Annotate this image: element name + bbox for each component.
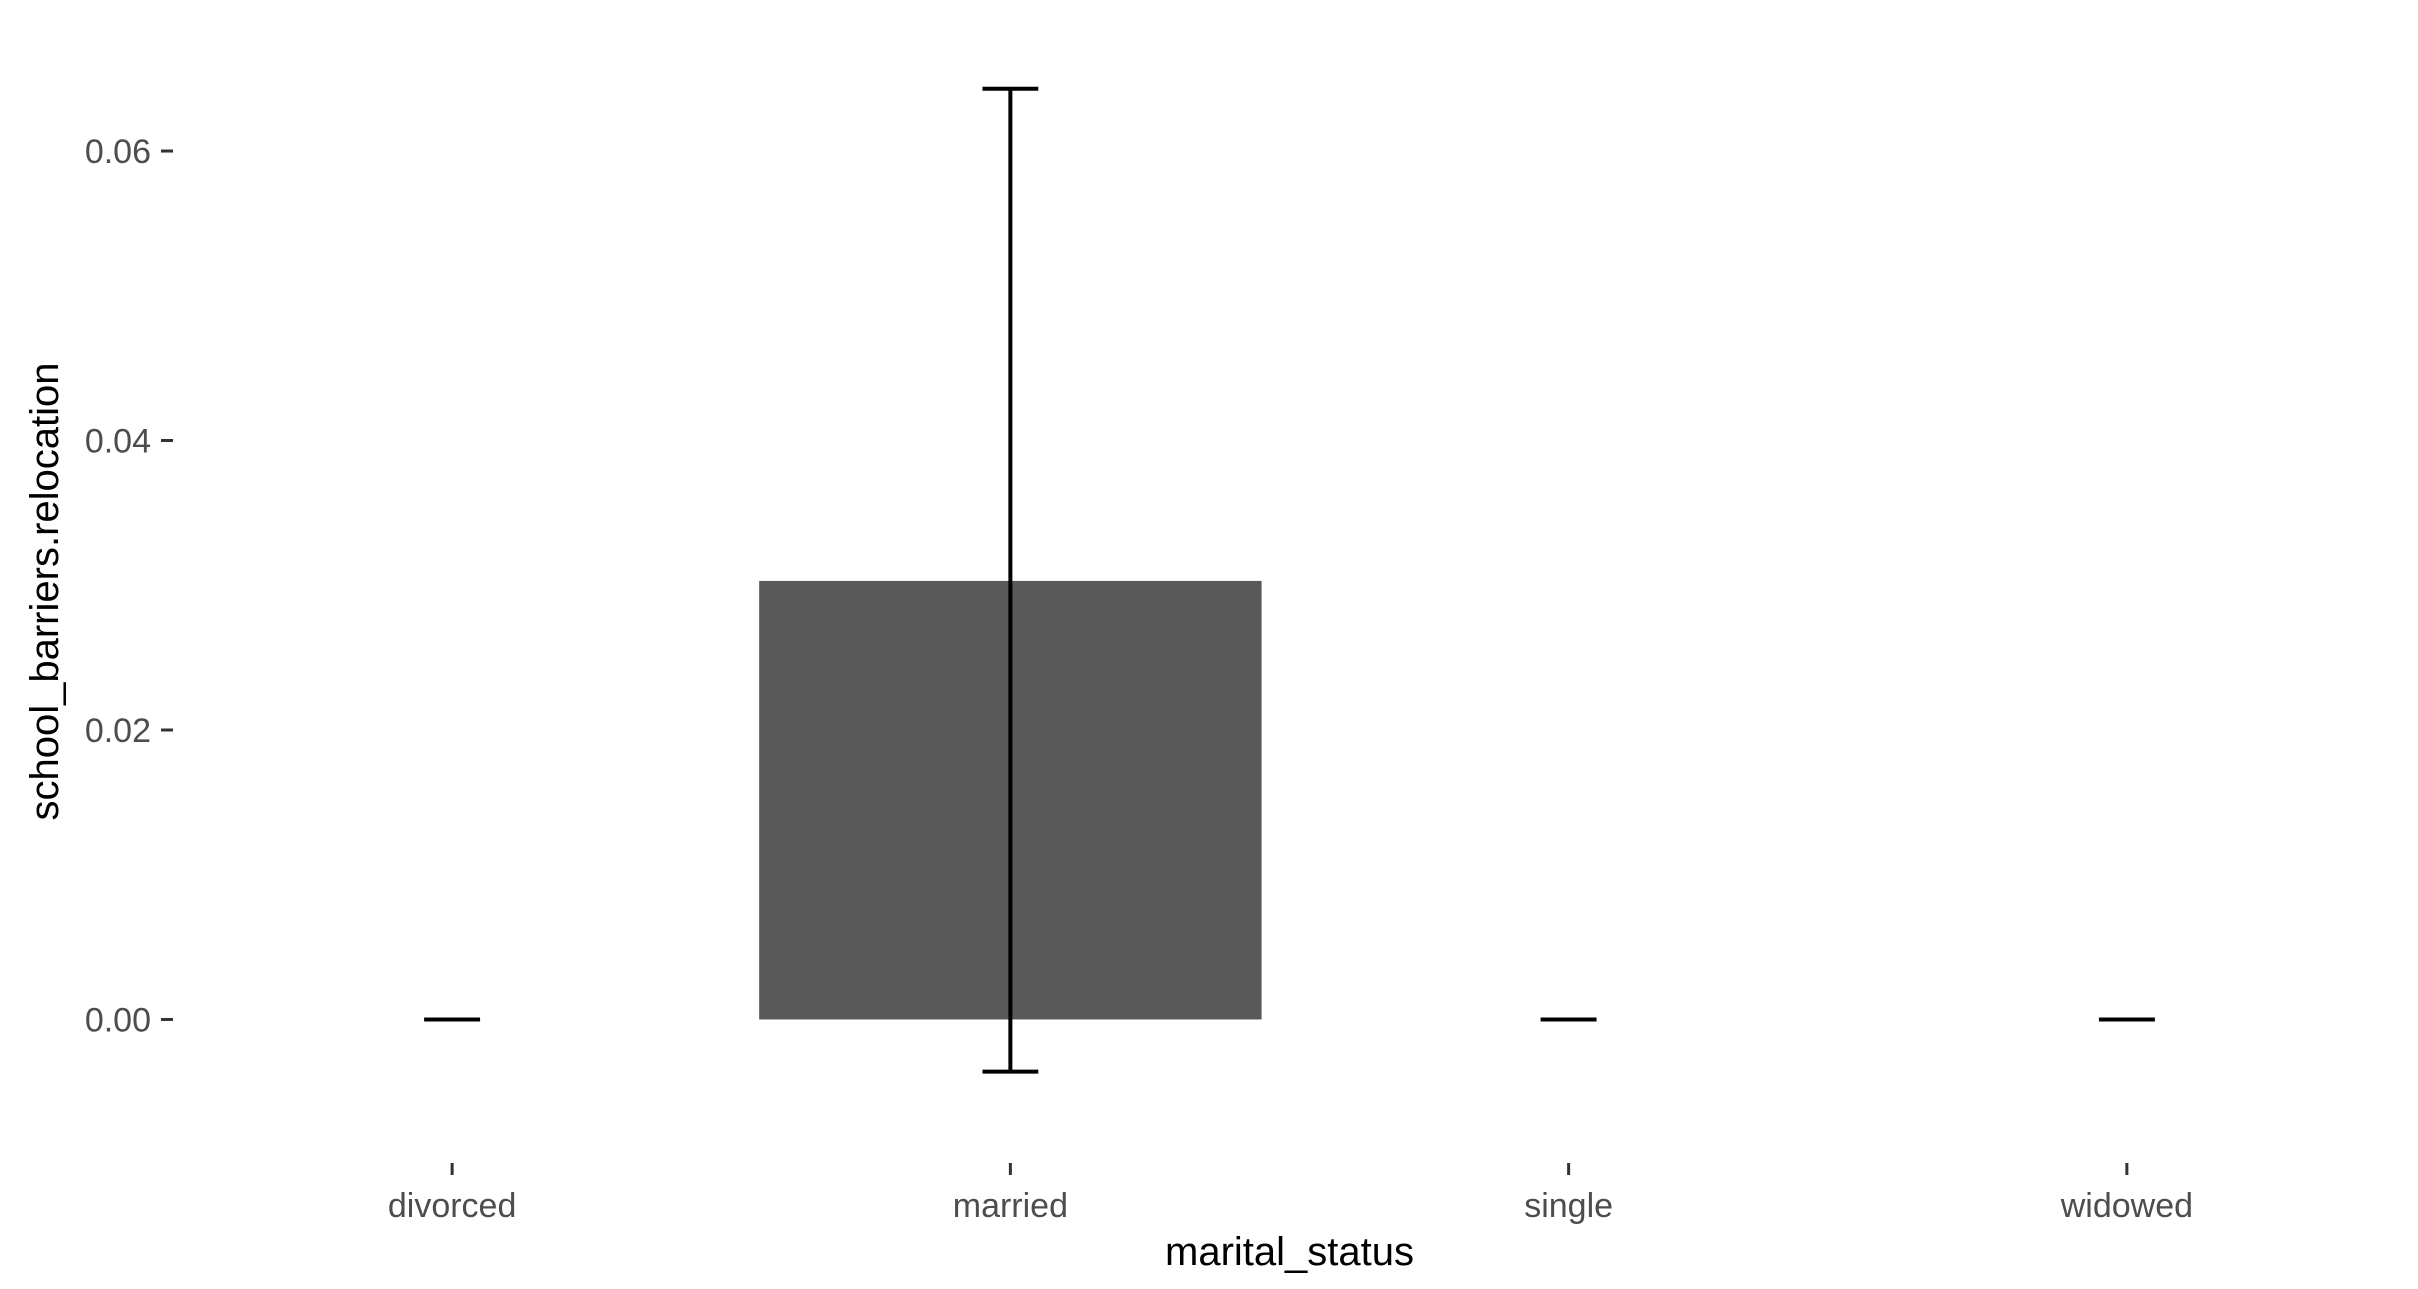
y-tick-label: 0.00 bbox=[85, 1001, 151, 1039]
x-axis: divorced married single widowed bbox=[388, 1163, 2193, 1225]
x-tick-label: widowed bbox=[2060, 1187, 2193, 1225]
y-tick-label: 0.02 bbox=[85, 712, 151, 750]
y-tick-label: 0.04 bbox=[85, 423, 151, 461]
x-axis-title: marital_status bbox=[1165, 1230, 1414, 1274]
x-tick-label: divorced bbox=[388, 1187, 517, 1225]
y-axis: 0.00 0.02 0.04 0.06 bbox=[85, 133, 173, 1039]
x-tick-label: married bbox=[953, 1187, 1068, 1225]
y-tick-label: 0.06 bbox=[85, 133, 151, 171]
y-axis-title: school_barriers.relocation bbox=[23, 362, 67, 820]
x-tick-label: single bbox=[1524, 1187, 1613, 1225]
error-bars bbox=[424, 86, 2155, 1074]
error-bar-married bbox=[982, 86, 1039, 1074]
